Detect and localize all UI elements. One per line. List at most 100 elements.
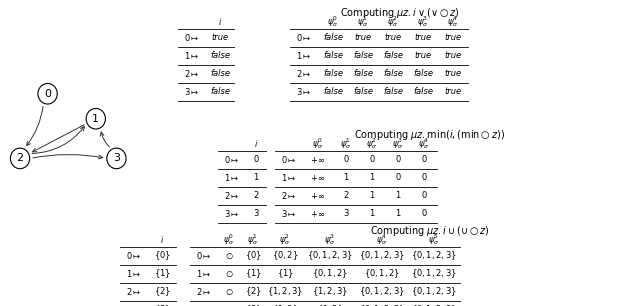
Text: $\{1,2,3\}$: $\{1,2,3\}$ — [267, 285, 303, 298]
Text: $3\mapsto$: $3\mapsto$ — [126, 304, 142, 306]
Text: $1\mapsto$: $1\mapsto$ — [126, 268, 142, 279]
Circle shape — [107, 148, 126, 169]
Text: $i$: $i$ — [254, 138, 258, 149]
Text: 0: 0 — [421, 155, 427, 164]
Text: 2: 2 — [254, 191, 259, 200]
Text: false: false — [413, 87, 433, 96]
Text: false: false — [323, 87, 343, 96]
Text: true: true — [444, 33, 461, 42]
FancyArrowPatch shape — [27, 106, 43, 146]
Text: $\psi^1_\sigma$: $\psi^1_\sigma$ — [341, 136, 352, 151]
Text: true: true — [444, 87, 461, 96]
Text: $\psi^2_\sigma$: $\psi^2_\sigma$ — [279, 232, 290, 247]
Text: $\emptyset$: $\emptyset$ — [225, 269, 233, 278]
Text: $\{0,1,2,3\}$: $\{0,1,2,3\}$ — [359, 303, 405, 306]
Text: $2\mapsto$: $2\mapsto$ — [296, 68, 312, 79]
Text: 1: 1 — [254, 173, 259, 182]
Text: $3\mapsto$: $3\mapsto$ — [224, 208, 240, 219]
Text: true: true — [212, 33, 228, 42]
Text: $\{1,3\}$: $\{1,3\}$ — [317, 303, 343, 306]
Text: $0\mapsto$: $0\mapsto$ — [184, 32, 200, 43]
Text: $+\infty$: $+\infty$ — [310, 173, 326, 183]
Text: $\{3\}$: $\{3\}$ — [153, 303, 170, 306]
Text: $\{1,2,3\}$: $\{1,2,3\}$ — [312, 285, 348, 298]
Text: $\{0\}$: $\{0\}$ — [153, 249, 170, 262]
Text: true: true — [414, 51, 431, 60]
Text: $\{1\}$: $\{1\}$ — [153, 267, 170, 280]
Text: $\psi^3_\sigma$: $\psi^3_\sigma$ — [418, 14, 429, 29]
Text: $+\infty$: $+\infty$ — [310, 209, 326, 218]
Text: $\{0,1,2,3\}$: $\{0,1,2,3\}$ — [359, 285, 405, 298]
FancyArrowPatch shape — [33, 125, 85, 152]
Text: 1: 1 — [92, 114, 100, 124]
Text: true: true — [354, 33, 372, 42]
Text: $0\mapsto$: $0\mapsto$ — [224, 154, 240, 165]
Text: $1\mapsto$: $1\mapsto$ — [224, 172, 240, 183]
Text: $1\mapsto$: $1\mapsto$ — [296, 50, 312, 61]
Text: $2\mapsto$: $2\mapsto$ — [224, 190, 240, 201]
Text: 1: 1 — [369, 173, 374, 182]
Text: $\psi^0_\sigma$: $\psi^0_\sigma$ — [312, 136, 324, 151]
Text: $+\infty$: $+\infty$ — [310, 155, 326, 165]
Text: false: false — [413, 69, 433, 78]
Text: $0\mapsto$: $0\mapsto$ — [296, 32, 312, 43]
Text: Computing $\mu z.\min(i,(\min\bigcirc z))$: Computing $\mu z.\min(i,(\min\bigcirc z)… — [354, 128, 506, 142]
Text: $0\mapsto$: $0\mapsto$ — [196, 250, 212, 261]
Text: $\psi^4_\sigma$: $\psi^4_\sigma$ — [418, 136, 429, 151]
Text: $\psi^3_\sigma$: $\psi^3_\sigma$ — [324, 232, 336, 247]
Text: false: false — [383, 51, 403, 60]
Text: 3: 3 — [343, 209, 349, 218]
Text: $\psi^2_\sigma$: $\psi^2_\sigma$ — [366, 136, 377, 151]
Text: $\psi^0_\sigma$: $\psi^0_\sigma$ — [327, 14, 339, 29]
Text: $\psi^0_\sigma$: $\psi^0_\sigma$ — [223, 232, 235, 247]
Text: $\psi^1_\sigma$: $\psi^1_\sigma$ — [247, 232, 259, 247]
Text: 1: 1 — [344, 173, 349, 182]
Text: $0\mapsto$: $0\mapsto$ — [126, 250, 142, 261]
Text: $3\mapsto$: $3\mapsto$ — [184, 86, 200, 97]
Text: $0\mapsto$: $0\mapsto$ — [281, 154, 297, 165]
FancyArrowPatch shape — [32, 127, 85, 154]
Text: $+\infty$: $+\infty$ — [310, 191, 326, 201]
Text: Computing $\mu z.i \cup (\cup\bigcirc z)$: Computing $\mu z.i \cup (\cup\bigcirc z)… — [370, 224, 490, 238]
Text: false: false — [210, 87, 230, 96]
Text: $\psi^5_\sigma$: $\psi^5_\sigma$ — [428, 232, 439, 247]
Circle shape — [38, 84, 57, 104]
Text: false: false — [210, 69, 230, 78]
Text: $2\mapsto$: $2\mapsto$ — [281, 190, 297, 201]
Text: $3\mapsto$: $3\mapsto$ — [296, 86, 312, 97]
FancyArrowPatch shape — [100, 132, 110, 147]
Circle shape — [86, 108, 105, 129]
Text: 2: 2 — [344, 191, 349, 200]
Text: $\{0,1,2,3\}$: $\{0,1,2,3\}$ — [411, 285, 457, 298]
Text: 0: 0 — [421, 191, 427, 200]
Text: $1\mapsto$: $1\mapsto$ — [281, 172, 297, 183]
Text: $2\mapsto$: $2\mapsto$ — [196, 286, 212, 297]
Text: 2: 2 — [16, 153, 24, 163]
Text: false: false — [353, 51, 373, 60]
Text: $2\mapsto$: $2\mapsto$ — [184, 68, 200, 79]
Text: $\{1\}$: $\{1\}$ — [245, 267, 262, 280]
Text: true: true — [384, 33, 401, 42]
Text: 0: 0 — [396, 155, 401, 164]
Text: false: false — [323, 51, 343, 60]
Text: 1: 1 — [396, 209, 401, 218]
Text: $\emptyset$: $\emptyset$ — [225, 304, 233, 306]
Text: $\psi^3_\sigma$: $\psi^3_\sigma$ — [393, 136, 404, 151]
Text: $\{0,1,2,3\}$: $\{0,1,2,3\}$ — [359, 249, 405, 262]
Text: 1: 1 — [369, 191, 374, 200]
Text: $\{2\}$: $\{2\}$ — [245, 285, 262, 298]
Text: true: true — [414, 33, 431, 42]
Text: 0: 0 — [344, 155, 349, 164]
Text: $\{0,1,2,3\}$: $\{0,1,2,3\}$ — [307, 249, 353, 262]
Text: 0: 0 — [44, 89, 51, 99]
Text: $\{0\}$: $\{0\}$ — [245, 249, 262, 262]
Text: $\{0,1,2\}$: $\{0,1,2\}$ — [312, 267, 348, 280]
Text: $\psi^4_\sigma$: $\psi^4_\sigma$ — [448, 14, 459, 29]
Text: false: false — [323, 69, 343, 78]
Text: $i$: $i$ — [218, 16, 222, 27]
Text: 1: 1 — [396, 191, 401, 200]
Text: 1: 1 — [369, 209, 374, 218]
Text: 3: 3 — [113, 153, 120, 163]
Text: false: false — [210, 51, 230, 60]
Text: $3\mapsto$: $3\mapsto$ — [196, 304, 212, 306]
